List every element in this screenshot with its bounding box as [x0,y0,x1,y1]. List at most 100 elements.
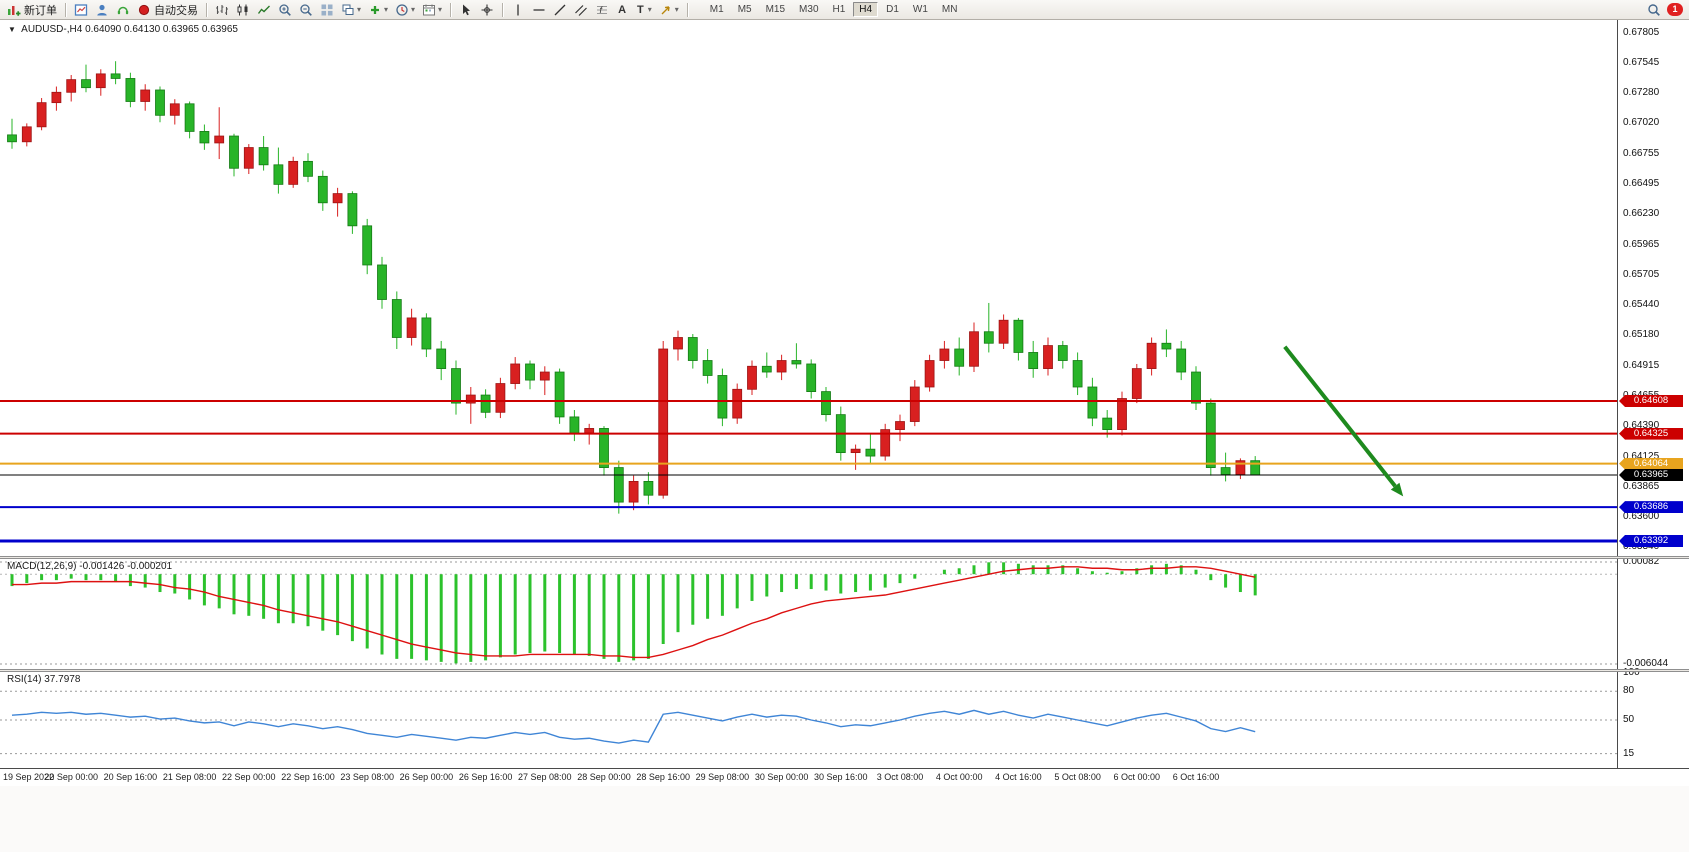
timeframe-button-h1[interactable]: H1 [832,4,846,15]
quote-panel-toggle-icon[interactable]: ▼ [8,25,16,34]
autotrading-label: 自动交易 [154,4,198,17]
rsi-value: 37.7978 [44,674,81,685]
time-axis-label: 28 Sep 16:00 [636,772,690,782]
timeframe-button-mn[interactable]: MN [941,4,958,15]
add-indicator-button[interactable]: ▾ [365,1,391,19]
autotrading-button[interactable]: 自动交易 [134,1,201,19]
chart-window: ▼ AUDUSD-,H4 0.64090 0.64130 0.63965 0.6… [0,20,1689,852]
timeframe-button-w1[interactable]: W1 [912,4,928,15]
label-tool-button[interactable]: T ▾ [632,1,655,19]
macd-indicator-label: MACD(12,26,9) -0.001426 -0.000201 [7,561,173,572]
fibonacci-tool-button[interactable]: f [592,1,612,19]
timeframe-button-h4[interactable]: H4 [853,2,879,17]
time-axis-label: 28 Sep 00:00 [577,772,631,782]
crosshair-tool-button[interactable] [477,1,497,19]
price-axis-label: 0.65705 [1623,268,1660,280]
time-axis[interactable]: 19 Sep 2022 20 Sep 00:00 20 Sep 16:00 21 Se… [0,768,1689,786]
text-tool-icon: A [618,3,627,16]
new-order-button[interactable]: 新订单 [4,1,60,19]
dropdown-caret-icon: ▾ [674,5,679,14]
time-axis-label: 22 Sep 00:00 [222,772,276,782]
period-button[interactable]: ▾ [392,1,418,19]
timeframe-button-m5[interactable]: M5 [737,4,752,15]
price-axis-label: 0.66495 [1623,177,1660,189]
calendar-icon [423,4,436,15]
arrow-tool-icon [661,5,670,14]
chart-window-icon [74,3,88,16]
zoom-in-button[interactable] [275,1,295,19]
price-axis-label: 0.64915 [1623,359,1660,371]
separator [686,2,688,17]
macd-axis-label: -0.006044 [1623,658,1669,669]
candle-chart-type-button[interactable] [233,1,253,19]
symbol-ohlc: 0.64090 0.64130 0.63965 0.63965 [85,24,238,35]
text-tool-button[interactable]: A [613,1,631,19]
price-axis-label: 0.66230 [1623,208,1660,220]
timeframe-toolbar: M1 M5 M15 M30 H1 H4 D1 W1 MN [703,2,965,17]
horizontal-line-icon [533,8,545,11]
search-icon[interactable] [1647,3,1661,17]
timeframe-button-m30[interactable]: M30 [799,4,819,15]
price-axis-label: 0.64125 [1623,450,1660,462]
zoom-out-button[interactable] [296,1,316,19]
rsi-panel[interactable] [0,672,1617,768]
dropdown-caret-icon: ▾ [357,5,362,14]
price-axis-label: 0.65440 [1623,299,1660,311]
vertical-line-icon [517,4,519,15]
vertical-line-tool-button[interactable] [508,1,528,19]
arrange-charts-button[interactable]: ▾ [338,1,364,19]
rsi-axis-label: 15 [1623,747,1635,759]
template-button[interactable]: ▾ [419,1,445,19]
svg-text:f: f [600,5,604,15]
timeframe-button-m1[interactable]: M1 [709,4,724,15]
price-axis[interactable]: 0.67805 0.67545 0.67280 0.67020 0.66755 0.664… [1617,20,1689,768]
time-axis-label: 6 Oct 16:00 [1172,772,1220,782]
label-tool-icon: T [637,3,644,16]
arrow-objects-button[interactable]: ▾ [656,1,682,19]
cursor-tool-button[interactable] [456,1,476,19]
toolbar-right-group: 1 [1647,3,1685,17]
price-axis-label: 0.65965 [1623,238,1660,250]
channel-icon [575,4,587,16]
rsi-axis-label: 100 [1623,667,1640,678]
price-chart[interactable] [0,20,1617,556]
line-chart-type-button[interactable] [254,1,274,19]
symbol-quote-label: ▼ AUDUSD-,H4 0.64090 0.64130 0.63965 0.6… [8,24,238,35]
separator [65,2,66,17]
price-tag-0.64608: 0.64608 [1619,395,1683,408]
panel-splitter[interactable] [0,556,1689,559]
time-axis-label: 29 Sep 08:00 [695,772,750,782]
channel-tool-button[interactable] [571,1,591,19]
timeframe-button-m15[interactable]: M15 [765,4,786,15]
time-axis-label: 6 Oct 00:00 [1113,772,1161,782]
macd-signal-value: -0.000201 [127,561,173,572]
clock-icon [396,3,408,16]
candles-chart-icon [237,4,248,15]
separator [206,2,207,17]
bar-chart-type-button[interactable] [212,1,232,19]
panel-splitter[interactable] [0,669,1689,672]
time-axis-label: 5 Oct 08:00 [1054,772,1101,782]
headset-icon [117,6,129,14]
price-axis-label: 0.63600 [1623,511,1660,523]
time-axis-label: 23 Sep 08:00 [340,772,394,782]
tile-windows-icon [321,4,333,15]
chart-window-button[interactable] [71,1,91,19]
timeframe-button-d1[interactable]: D1 [886,4,899,15]
profiles-button[interactable] [92,1,112,19]
cursor-icon [463,4,471,15]
trendline-tool-button[interactable] [550,1,570,19]
dropdown-caret-icon: ▾ [438,5,443,14]
window-bottom-area [0,786,1689,852]
horizontal-line-tool-button[interactable] [529,1,549,19]
tile-windows-button[interactable] [317,1,337,19]
dropdown-caret-icon: ▾ [411,5,416,14]
notification-badge[interactable]: 1 [1667,3,1683,16]
rsi-axis-label: 80 [1623,685,1635,697]
support-button[interactable] [113,1,133,19]
price-axis-label: 0.67545 [1623,56,1660,68]
separator [450,2,452,17]
macd-panel[interactable] [0,559,1617,669]
cascade-windows-icon [342,4,354,15]
price-axis-label: 0.67280 [1623,87,1660,99]
